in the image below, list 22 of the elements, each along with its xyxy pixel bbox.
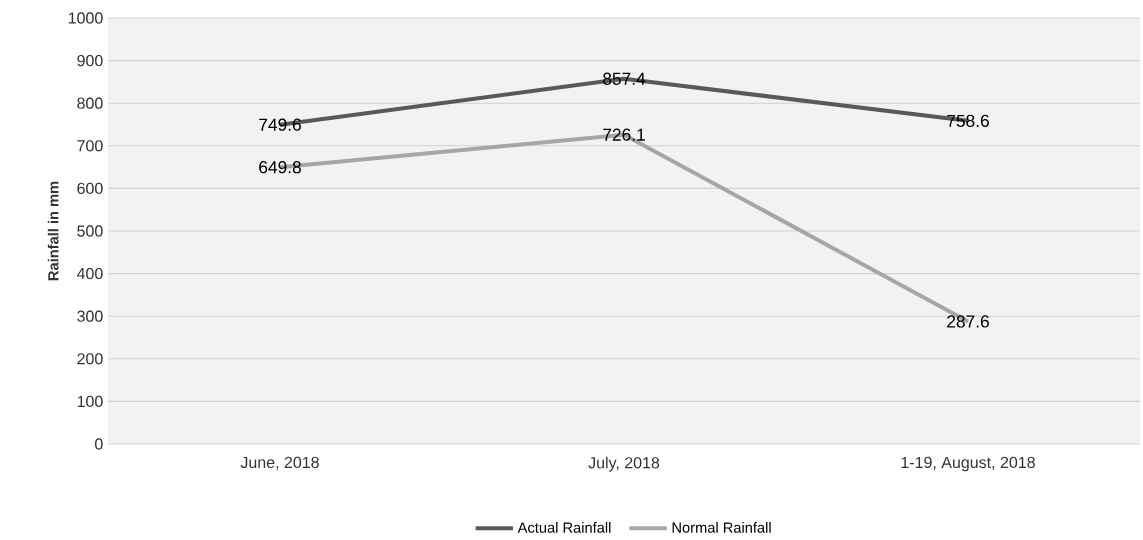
legend-label: Normal Rainfall [672,522,771,533]
y-tick-label: 0 [95,438,103,450]
y-tick-label: 1000 [68,12,103,24]
data-label: 649.8 [259,161,301,174]
x-tick-label: July, 2018 [588,456,660,472]
x-tick-label: June, 2018 [240,456,319,470]
y-tick-label: 100 [77,395,103,408]
y-tick-label: 400 [76,267,103,280]
data-label: 749.6 [259,118,301,131]
legend-label: Actual Rainfall [517,522,611,533]
y-tick-label: 300 [77,310,103,322]
y-tick-label: 500 [77,225,103,237]
data-label: 287.6 [947,315,989,328]
y-tick-label: 700 [77,140,103,152]
data-label: 726.1 [603,128,645,141]
y-tick-label: 900 [77,54,103,67]
y-tick-label: 200 [77,353,103,365]
y-tick-label: 800 [77,97,103,109]
y-tick-label: 600 [77,182,103,195]
data-label: 758.6 [947,114,989,127]
x-tick-label: 1-19, August, 2018 [901,456,1035,472]
y-axis-title: Rainfall in mm [47,181,59,281]
